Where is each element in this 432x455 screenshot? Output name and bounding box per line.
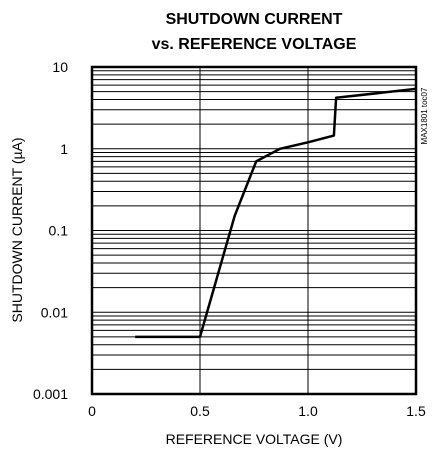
y-tick-label: 10 [52,59,68,75]
plot-frame [90,65,418,396]
x-axis-label: REFERENCE VOLTAGE (V) [166,431,343,447]
y-tick-label: 1 [60,141,68,157]
y-tick-label: 0.01 [41,304,68,320]
series-line [135,87,417,339]
y-axis-label: SHUTDOWN CURRENT (µA) [9,137,25,322]
x-tick-label: 0 [88,403,96,419]
x-tick-label: 0.5 [190,403,210,419]
x-tick-label: 1.5 [406,403,426,419]
y-tick-label: 0.001 [33,386,68,402]
figure-code: MAX1801 toc07 [420,87,429,144]
y-tick-label: 0.1 [49,223,69,239]
data-series [135,87,417,339]
x-tick-label: 1.0 [298,403,318,419]
chart-title-line-2: vs. REFERENCE VOLTAGE [152,36,357,53]
tick-labels: 0 0.5 1.0 1.5 0.001 0.01 0.1 1 10 [33,59,426,419]
chart-title-line-1: SHUTDOWN CURRENT [166,11,343,28]
grid [92,67,416,394]
